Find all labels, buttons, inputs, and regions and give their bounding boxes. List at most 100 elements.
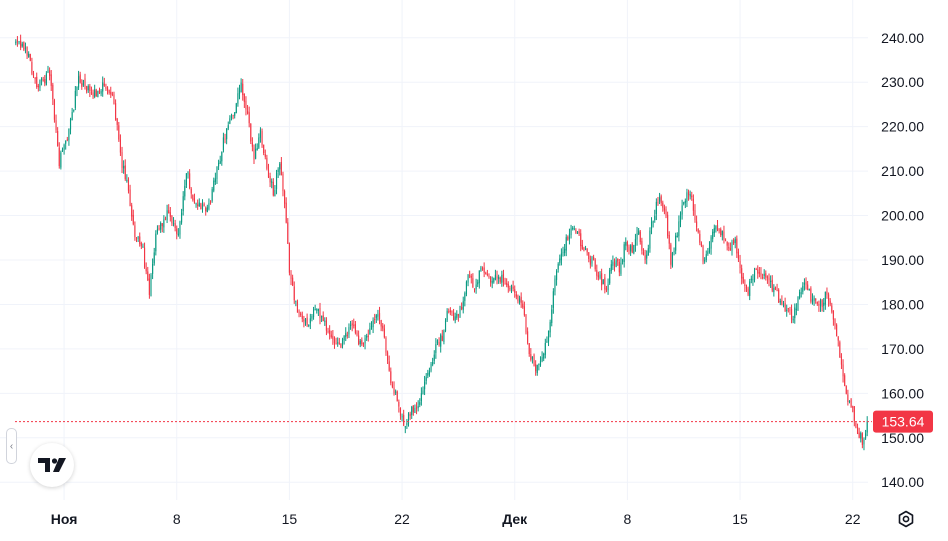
candle-449: [737, 248, 740, 263]
candle-309: [512, 280, 514, 292]
candle-188: [317, 308, 319, 316]
candle-48: [92, 89, 94, 99]
candle-127: [219, 155, 221, 165]
candle-299: [496, 270, 498, 285]
candle-273: [454, 312, 456, 324]
candle-120: [208, 198, 210, 211]
candle-281: [467, 274, 469, 287]
candle-303: [502, 269, 505, 287]
candle-244: [407, 412, 410, 427]
candle-129: [222, 132, 224, 153]
candle-521: [853, 405, 855, 427]
candle-105: [184, 179, 186, 201]
candle-125: [216, 166, 218, 184]
candle-278: [462, 296, 464, 314]
candle-109: [190, 187, 192, 199]
candle-159: [271, 178, 273, 189]
candle-427: [702, 244, 704, 265]
candle-369: [609, 267, 611, 285]
candle-425: [699, 230, 701, 246]
candle-399: [657, 196, 659, 206]
candle-504: [826, 287, 828, 299]
candle-292: [485, 271, 487, 275]
candle-142: [243, 93, 245, 108]
candle-495: [811, 293, 814, 305]
candle-423: [696, 215, 698, 232]
candle-402: [662, 200, 664, 212]
candle-43: [84, 73, 86, 90]
candle-81: [145, 262, 147, 275]
candle-473: [776, 283, 778, 292]
candle-19: [45, 71, 47, 86]
candle-272: [453, 308, 455, 321]
candle-34: [69, 117, 72, 135]
candle-1: [16, 36, 18, 47]
candle-175: [296, 299, 299, 313]
candle-270: [449, 307, 451, 316]
candle-377: [621, 258, 624, 265]
candle-169: [287, 218, 289, 245]
candle-310: [514, 285, 516, 298]
candle-483: [792, 315, 794, 324]
candle-263: [438, 337, 440, 347]
settings-button[interactable]: [894, 507, 918, 531]
candle-111: [193, 193, 196, 204]
candle-40: [79, 71, 81, 84]
candle-298: [494, 269, 496, 281]
candle-216: [362, 342, 365, 348]
collapse-handle[interactable]: ‹: [6, 428, 17, 464]
candle-240: [401, 413, 403, 422]
y-tick-label-10: 140.00: [881, 474, 924, 490]
candle-308: [510, 284, 513, 294]
candle-312: [517, 294, 519, 304]
candle-41: [81, 79, 83, 90]
y-tick-label-9: 150.00: [881, 430, 924, 446]
candle-249: [415, 402, 418, 415]
candle-501: [821, 298, 823, 312]
candle-176: [298, 309, 300, 318]
candle-329: [544, 338, 546, 359]
candle-2: [18, 40, 20, 45]
candle-290: [481, 266, 484, 271]
candle-68: [124, 159, 126, 181]
candle-494: [810, 286, 812, 304]
candle-264: [440, 333, 442, 353]
candle-193: [325, 317, 327, 336]
tradingview-logo[interactable]: [30, 443, 74, 487]
grid: [0, 0, 868, 500]
candle-411: [676, 232, 678, 238]
candle-283: [470, 273, 472, 284]
candle-174: [295, 300, 297, 307]
candle-258: [430, 361, 432, 373]
candle-452: [742, 272, 744, 284]
candle-31: [65, 140, 67, 150]
candle-255: [425, 373, 427, 385]
candle-490: [803, 278, 805, 291]
candle-434: [713, 224, 715, 237]
candle-42: [82, 79, 84, 87]
candle-330: [546, 336, 548, 343]
candle-214: [359, 338, 361, 348]
candle-295: [490, 276, 492, 287]
x-tick-label-6: 15: [732, 511, 748, 527]
candle-18: [44, 75, 46, 87]
candle-435: [715, 225, 717, 233]
candle-442: [726, 241, 728, 251]
candle-259: [432, 357, 434, 367]
candle-454: [745, 284, 748, 292]
x-tick-label-0: Ноя: [51, 511, 78, 527]
candle-134: [230, 113, 233, 121]
candle-3: [20, 34, 22, 51]
candle-489: [802, 282, 804, 295]
candle-32: [66, 136, 68, 142]
y-tick-label-6: 180.00: [881, 296, 924, 312]
candle-469: [770, 275, 772, 288]
candle-57: [106, 86, 109, 95]
candle-387: [638, 227, 640, 236]
candle-336: [556, 269, 558, 286]
candle-107: [187, 171, 189, 179]
candle-363: [599, 271, 601, 280]
candle-340: [562, 246, 564, 257]
candle-358: [591, 255, 593, 267]
